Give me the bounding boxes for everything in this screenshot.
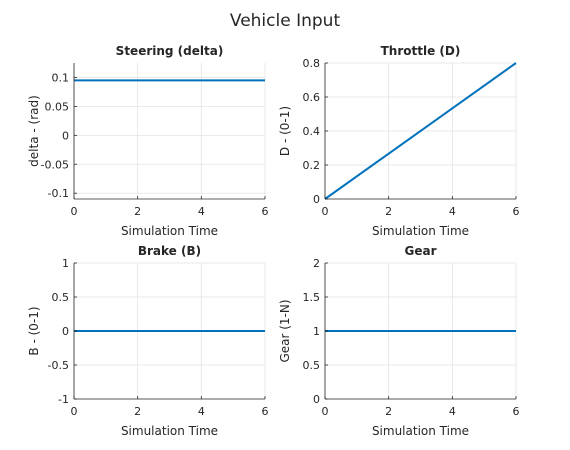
- throttle-title: Throttle (D): [381, 44, 461, 58]
- gear-y-tick-label-1: 0.5: [303, 359, 321, 372]
- gear-x-tick-label-2: 4: [449, 405, 456, 418]
- subplot-grid: 0 2 4 6 -0.1 -0.05 0 0.05 0.1 Steering (delta) Sim…: [27, 44, 520, 438]
- subplot-throttle: 0 2 4 6 0 0.2 0.4 0.6 0.8 Throttle (D) Simulation …: [278, 44, 520, 238]
- throttle-x-tick-label-3: 6: [513, 205, 520, 218]
- gear-x-label: Simulation Time: [372, 424, 469, 438]
- brake-x-tick-label-1: 2: [134, 405, 141, 418]
- gear-y-tick-label-3: 1.5: [303, 291, 321, 304]
- brake-y-tick-label-2: 0: [62, 325, 69, 338]
- throttle-y-label: D - (0-1): [278, 106, 292, 156]
- figure-title: Vehicle Input: [230, 11, 341, 31]
- steering-x-tick-label-3: 6: [262, 205, 269, 218]
- throttle-y-tick-label-4: 0.8: [303, 57, 321, 70]
- gear-y-tick-label-4: 2: [313, 257, 320, 270]
- gear-y-tick-label-2: 1: [313, 325, 320, 338]
- brake-y-tick-label-0: -1: [58, 393, 69, 406]
- throttle-x-tick-label-2: 4: [449, 205, 456, 218]
- brake-title: Brake (B): [138, 244, 201, 258]
- subplot-brake: 0 2 4 6 -1 -0.5 0 0.5 1 Brake (B) Simulation Time B…: [27, 244, 269, 438]
- brake-y-tick-label-4: 1: [62, 257, 69, 270]
- gear-y-tick-label-0: 0: [313, 393, 320, 406]
- brake-x-label: Simulation Time: [121, 424, 218, 438]
- subplot-gear: 0 2 4 6 0 0.5 1 1.5 2 Gear Simulation Time Gear (1-…: [278, 244, 520, 438]
- throttle-y-tick-label-0: 0: [313, 193, 320, 206]
- steering-y-tick-label-3: 0.05: [45, 100, 70, 113]
- brake-y-tick-label-3: 0.5: [52, 291, 70, 304]
- steering-y-tick-label-1: -0.05: [41, 158, 69, 171]
- throttle-x-tick-label-0: 0: [322, 205, 329, 218]
- steering-y-label: delta - (rad): [27, 95, 41, 167]
- throttle-y-tick-label-3: 0.6: [303, 91, 321, 104]
- brake-x-tick-label-0: 0: [71, 405, 78, 418]
- steering-x-label: Simulation Time: [121, 224, 218, 238]
- brake-y-tick-label-1: -0.5: [48, 359, 69, 372]
- gear-x-tick-label-3: 6: [513, 405, 520, 418]
- steering-plot-area: [74, 63, 265, 199]
- brake-x-tick-label-3: 6: [262, 405, 269, 418]
- steering-y-tick-label-0: -0.1: [48, 187, 69, 200]
- steering-y-tick-label-2: 0: [62, 129, 69, 142]
- throttle-x-label: Simulation Time: [372, 224, 469, 238]
- gear-y-label: Gear (1-N): [278, 299, 292, 362]
- throttle-series-line: [324, 62, 517, 200]
- steering-x-tick-label-2: 4: [198, 205, 205, 218]
- subplot-steering: 0 2 4 6 -0.1 -0.05 0 0.05 0.1 Steering (delta) Sim…: [27, 44, 269, 238]
- steering-title: Steering (delta): [116, 44, 224, 58]
- gear-x-tick-label-1: 2: [385, 405, 392, 418]
- steering-y-tick-label-4: 0.1: [52, 71, 70, 84]
- throttle-y-tick-label-1: 0.2: [303, 159, 321, 172]
- steering-x-tick-label-0: 0: [71, 205, 78, 218]
- steering-x-tick-label-1: 2: [134, 205, 141, 218]
- gear-title: Gear: [404, 244, 436, 258]
- brake-y-label: B - (0-1): [27, 306, 41, 355]
- brake-x-tick-label-2: 4: [198, 405, 205, 418]
- gear-x-tick-label-0: 0: [322, 405, 329, 418]
- throttle-x-tick-label-1: 2: [385, 205, 392, 218]
- throttle-y-tick-label-2: 0.4: [303, 125, 321, 138]
